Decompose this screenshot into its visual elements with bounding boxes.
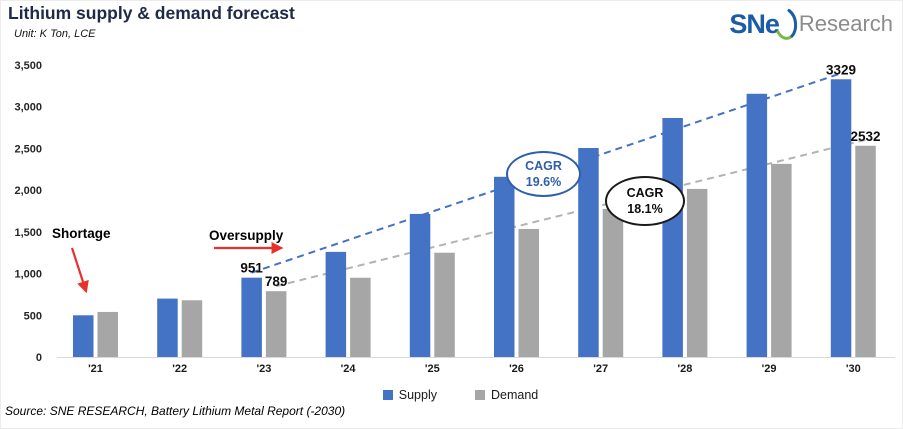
shortage-arrow-icon: [70, 247, 89, 294]
y-tick-label: 3,500: [14, 60, 42, 72]
logo-suffix-text: Research: [798, 11, 893, 36]
bar-supply-28: [662, 117, 683, 357]
y-tick-label: 1,000: [14, 269, 42, 281]
cagr-demand-value: 18.1%: [627, 202, 663, 216]
bar-demand-24: [350, 277, 371, 357]
bar-supply-24: [325, 251, 347, 357]
bar-supply-29: [746, 93, 768, 357]
oversupply-arrow-icon: [214, 241, 284, 255]
cagr-demand-title: CAGR: [626, 185, 664, 200]
bar-supply-30: [830, 79, 852, 357]
trendline-supply: [251, 72, 842, 274]
x-tick-label: '28: [677, 363, 692, 375]
bar-demand-27: [602, 208, 624, 357]
bar-supply-27: [578, 148, 599, 357]
legend: Supply Demand: [18, 388, 903, 402]
cagr-supply-bubble: CAGR 19.6%: [506, 151, 581, 197]
x-tick-label: '26: [509, 363, 524, 375]
bar-demand-26: [518, 228, 539, 357]
x-tick-label: '27: [593, 363, 608, 375]
bar-demand-30: [855, 145, 876, 357]
x-tick-label: '24: [341, 363, 357, 375]
x-tick-label: '25: [425, 363, 440, 375]
logo-brand-text: SNe: [729, 8, 780, 39]
bar-value-label: 789: [265, 274, 288, 289]
x-tick-label: '29: [762, 363, 777, 375]
cagr-demand-bubble: CAGR 18.1%: [605, 176, 685, 226]
bar-demand-29: [771, 163, 792, 357]
x-tick-label: '23: [256, 363, 271, 375]
bar-demand-28: [686, 188, 708, 357]
x-tick-label: '21: [88, 363, 103, 375]
demand-swatch-icon: [474, 390, 485, 400]
logo-swoosh-icon: [776, 9, 797, 40]
x-tick-label: '22: [172, 363, 187, 375]
supply-swatch-icon: [382, 390, 393, 400]
bar-demand-23: [265, 291, 287, 357]
y-tick-label: 1,500: [14, 227, 42, 239]
oversupply-annotation: Oversupply: [209, 228, 284, 243]
unit-label: Unit: K Ton, LCE: [14, 28, 96, 40]
legend-demand-label: Demand: [490, 388, 539, 402]
y-tick-label: 0: [36, 352, 42, 364]
x-tick-label: '30: [846, 363, 861, 375]
cagr-supply-value: 19.6%: [525, 175, 562, 189]
bar-value-label: 951: [240, 261, 263, 276]
bar-supply-22: [157, 298, 178, 357]
legend-supply-label: Supply: [398, 388, 437, 402]
y-tick-label: 3,000: [14, 102, 42, 114]
bar-value-label: 3329: [826, 62, 856, 77]
cagr-supply-title: CAGR: [525, 158, 562, 173]
y-tick-label: 2,500: [14, 143, 42, 155]
bar-demand-21: [97, 311, 118, 357]
shortage-annotation: Shortage: [52, 226, 111, 241]
source-note: Source: SNE RESEARCH, Battery Lithium Me…: [5, 404, 346, 418]
bar-demand-25: [434, 252, 455, 357]
y-tick-label: 500: [24, 310, 42, 322]
bar-supply-21: [73, 315, 94, 357]
sne-research-logo: SNe Research: [729, 6, 893, 42]
bar-supply-23: [241, 277, 262, 357]
y-tick-label: 2,000: [14, 185, 42, 197]
legend-item-demand: Demand: [474, 388, 539, 402]
legend-item-supply: Supply: [382, 388, 437, 402]
trendline-demand: [275, 138, 866, 288]
bar-supply-26: [494, 176, 515, 357]
bar-supply-25: [409, 213, 431, 357]
bar-value-label: 2532: [851, 129, 881, 144]
bar-demand-22: [181, 300, 203, 357]
page-title: Lithium supply & demand forecast: [8, 3, 295, 23]
